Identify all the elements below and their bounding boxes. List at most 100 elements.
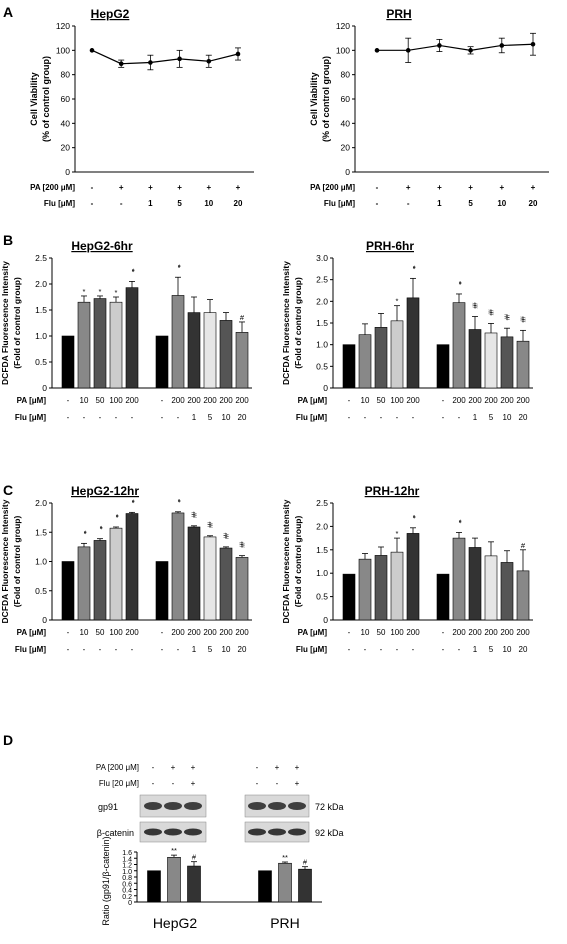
blot-label-bcatenin: β-catenin	[97, 828, 134, 838]
flu-row-label: Flu [μM]	[44, 199, 75, 208]
significance-mark: *	[115, 288, 118, 297]
bar	[203, 312, 217, 389]
significance-mark: ##	[206, 522, 215, 529]
blot-band-bcatenin	[288, 828, 306, 836]
y-tick-label: 0.5	[35, 586, 47, 596]
bar	[155, 561, 169, 621]
pa-row-value: +	[148, 183, 153, 192]
pa-row-value: +	[171, 763, 176, 772]
bar	[61, 561, 75, 621]
flu-row-value: 1	[192, 413, 197, 422]
flu-row-label: Flu [20 μM]	[99, 779, 139, 788]
bar	[484, 332, 498, 389]
pa-row-label: PA [μM]	[298, 396, 328, 405]
pa-row-value: 10	[80, 628, 89, 637]
significance-mark: #	[240, 313, 245, 322]
flu-row-value: -	[442, 413, 445, 422]
y-axis-label: Cell Viability	[309, 72, 319, 125]
pa-row-value: -	[67, 396, 70, 405]
pa-row-value: 10	[80, 396, 89, 405]
y-tick-label: 80	[61, 70, 71, 80]
y-axis-label: DCFDA Fluorescence Intensity	[281, 499, 291, 623]
flu-row-label: Flu [μM]	[296, 413, 327, 422]
flu-row-value: -	[99, 413, 102, 422]
y-tick-label: 0	[42, 615, 47, 625]
data-point	[499, 43, 505, 48]
bar	[187, 312, 201, 389]
significance-mark: **	[409, 265, 418, 269]
pa-row-value: -	[348, 628, 351, 637]
bar	[436, 573, 450, 621]
bar	[516, 340, 530, 389]
bar	[155, 335, 169, 389]
pa-row-value: 200	[484, 396, 498, 405]
pa-row-value: -	[442, 628, 445, 637]
bar	[298, 868, 312, 903]
flu-row-value: 10	[222, 645, 231, 654]
flu-row-value: -	[99, 645, 102, 654]
pa-row-value: -	[152, 763, 155, 772]
bar	[109, 527, 123, 621]
flu-row-value: 20	[234, 199, 243, 208]
bar	[500, 562, 514, 621]
flu-row-value: -	[83, 645, 86, 654]
y-tick-label: 1.0	[35, 331, 47, 341]
significance-mark: **	[455, 281, 464, 285]
flu-row-value: -	[376, 199, 379, 208]
pa-row-value: +	[531, 183, 536, 192]
bar	[171, 295, 185, 389]
blot-band-gp91	[268, 802, 286, 810]
data-point	[206, 58, 212, 64]
significance-mark: **	[455, 520, 464, 524]
pa-row-value: +	[191, 763, 196, 772]
data-line	[91, 49, 239, 65]
group-label-prh: PRH	[270, 915, 300, 931]
flu-row-value: 20	[519, 645, 528, 654]
panel-letter-b: B	[3, 232, 13, 248]
pa-row-value: 100	[390, 628, 404, 637]
y-tick-label: 3.0	[316, 253, 328, 263]
bar	[187, 526, 201, 621]
y-tick-label: 0	[65, 167, 70, 177]
flu-row-value: -	[364, 413, 367, 422]
bar	[258, 870, 272, 903]
pa-row-value: -	[91, 183, 94, 192]
significance-mark: ##	[471, 302, 480, 309]
y-tick-label: 0	[323, 615, 328, 625]
y-tick-label: 1.0	[122, 869, 132, 876]
pa-row-value: 200	[203, 628, 217, 637]
flu-row-value: 5	[208, 413, 213, 422]
flu-row-value: 20	[238, 413, 247, 422]
flu-row-value: 20	[529, 199, 538, 208]
pa-row-value: 200	[484, 628, 498, 637]
significance-mark: **	[128, 499, 137, 503]
bar	[61, 335, 75, 389]
pa-row-value: 200	[171, 628, 185, 637]
y-tick-label: 20	[61, 143, 71, 153]
pa-row-value: +	[295, 763, 300, 772]
bar	[374, 555, 388, 621]
pa-row-value: -	[161, 396, 164, 405]
flu-row-value: +	[295, 779, 300, 788]
flu-row-value: -	[83, 413, 86, 422]
y-tick-label: 0.4	[122, 888, 132, 895]
significance-mark: #	[303, 858, 308, 867]
bar	[406, 297, 420, 389]
y-tick-label: 0.5	[316, 361, 328, 371]
pa-row-value: 50	[377, 396, 386, 405]
data-point	[89, 48, 95, 53]
y-tick-label: 2.0	[35, 498, 47, 508]
bar	[235, 557, 249, 621]
y-tick-label: 1.0	[316, 340, 328, 350]
flu-row-value: -	[177, 413, 180, 422]
data-point	[235, 51, 241, 57]
flu-row-value: 5	[468, 199, 473, 208]
y-tick-label: 20	[341, 143, 351, 153]
flu-row-value: 1	[473, 413, 478, 422]
pa-row-value: 200	[235, 396, 249, 405]
y-tick-label: 1.0	[316, 568, 328, 578]
significance-mark: #	[521, 541, 526, 550]
bar	[436, 344, 450, 389]
flu-row-value: -	[91, 199, 94, 208]
